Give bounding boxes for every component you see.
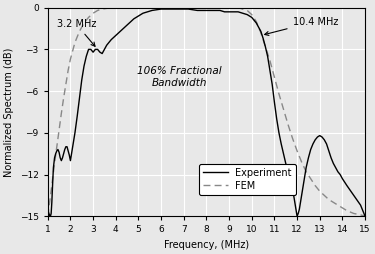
Text: 106% Fractional
Bandwidth: 106% Fractional Bandwidth bbox=[137, 66, 222, 88]
Experiment bbox=[172, 8, 177, 11]
Line: Experiment: Experiment bbox=[48, 9, 365, 216]
Text: 10.4 MHz: 10.4 MHz bbox=[265, 17, 338, 35]
Experiment bbox=[266, 55, 270, 58]
Experiment bbox=[84, 55, 88, 58]
Experiment bbox=[48, 215, 52, 218]
Experiment bbox=[363, 215, 368, 218]
FEM bbox=[363, 215, 368, 218]
FEM bbox=[118, 6, 123, 9]
FEM bbox=[77, 30, 82, 33]
Experiment bbox=[159, 8, 164, 11]
FEM bbox=[45, 215, 50, 218]
FEM bbox=[236, 6, 240, 9]
Line: FEM: FEM bbox=[48, 8, 365, 216]
Legend: Experiment, FEM: Experiment, FEM bbox=[200, 164, 296, 195]
Text: 3.2 MHz: 3.2 MHz bbox=[57, 19, 96, 46]
FEM bbox=[327, 198, 331, 201]
X-axis label: Frequency, (MHz): Frequency, (MHz) bbox=[164, 240, 249, 250]
Experiment bbox=[336, 170, 340, 173]
FEM bbox=[125, 6, 129, 9]
FEM bbox=[86, 16, 91, 19]
Experiment bbox=[279, 142, 284, 146]
Experiment bbox=[45, 208, 50, 211]
Y-axis label: Normalized Spectrum (dB): Normalized Spectrum (dB) bbox=[4, 47, 14, 177]
Experiment bbox=[58, 156, 63, 159]
FEM bbox=[254, 20, 258, 23]
